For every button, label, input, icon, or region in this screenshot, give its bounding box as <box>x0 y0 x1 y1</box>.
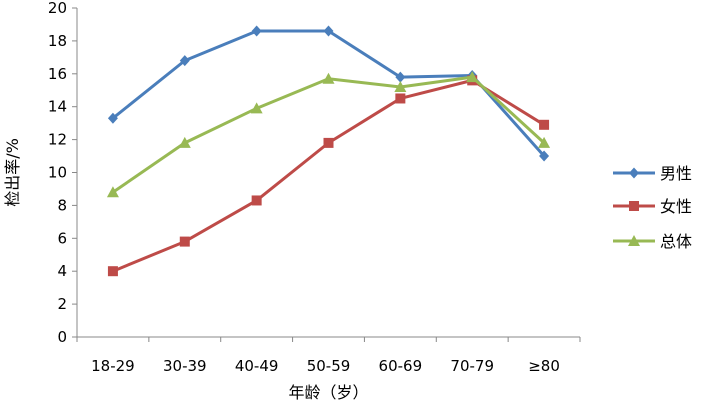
legend-label: 女性 <box>660 197 692 216</box>
x-ticks: 18-29 30-39 40-49 50-59 60-69 70-79 ≥80 <box>76 337 581 375</box>
y-tick-label: 14 <box>48 98 67 116</box>
x-tick-label: 60-69 <box>379 357 423 375</box>
legend-label: 男性 <box>660 164 692 183</box>
x-tick-label: 70-79 <box>450 357 494 375</box>
data-point <box>395 71 406 83</box>
legend-marker <box>629 167 639 179</box>
y-tick-label: 0 <box>57 328 67 346</box>
x-tick-label: 30-39 <box>163 357 207 375</box>
data-point <box>323 25 334 37</box>
y-axis-title: 检出率/% <box>3 138 22 207</box>
y-ticks: 0 2 4 6 8 10 12 14 16 18 20 <box>48 0 77 346</box>
series-line <box>111 29 546 158</box>
x-axis-title: 年龄（岁） <box>288 383 368 402</box>
data-point <box>395 93 406 104</box>
data-point <box>539 119 550 130</box>
y-tick-label: 20 <box>48 0 67 17</box>
y-tick-label: 16 <box>48 65 67 83</box>
data-point <box>179 236 190 247</box>
data-point <box>178 136 191 148</box>
axes <box>76 8 580 338</box>
series-2 <box>107 75 550 277</box>
data-point <box>394 80 407 92</box>
data-point <box>538 136 551 148</box>
legend-item: 总体 <box>613 232 692 251</box>
y-tick-label: 8 <box>57 196 67 214</box>
x-tick-label: 40-49 <box>235 357 279 375</box>
legend-item: 女性 <box>613 197 692 216</box>
series-3 <box>106 71 551 198</box>
x-tick-label: 50-59 <box>307 357 351 375</box>
data-point <box>250 102 263 114</box>
data-point <box>539 150 550 162</box>
y-tick-label: 4 <box>57 262 67 280</box>
data-point <box>106 186 119 198</box>
y-tick-label: 10 <box>48 164 67 182</box>
data-point <box>107 112 118 124</box>
data-point <box>251 195 262 206</box>
series-line <box>112 75 546 194</box>
y-tick-label: 6 <box>57 229 67 247</box>
data-point <box>322 72 335 84</box>
data-point <box>466 71 479 83</box>
data-point <box>107 266 118 277</box>
y-tick-label: 12 <box>48 131 67 149</box>
legend-item: 男性 <box>613 164 692 183</box>
series-line <box>112 78 545 273</box>
data-point <box>323 137 334 148</box>
series-lines <box>106 25 551 277</box>
x-tick-label: ≥80 <box>528 357 560 375</box>
data-point <box>251 25 262 37</box>
y-tick-label: 18 <box>48 32 67 50</box>
y-tick-label: 2 <box>57 295 67 313</box>
legend-marker <box>628 235 640 246</box>
legend-label: 总体 <box>660 232 692 251</box>
x-tick-label: 18-29 <box>91 357 135 375</box>
legend-marker <box>629 201 639 211</box>
data-point <box>179 55 190 67</box>
